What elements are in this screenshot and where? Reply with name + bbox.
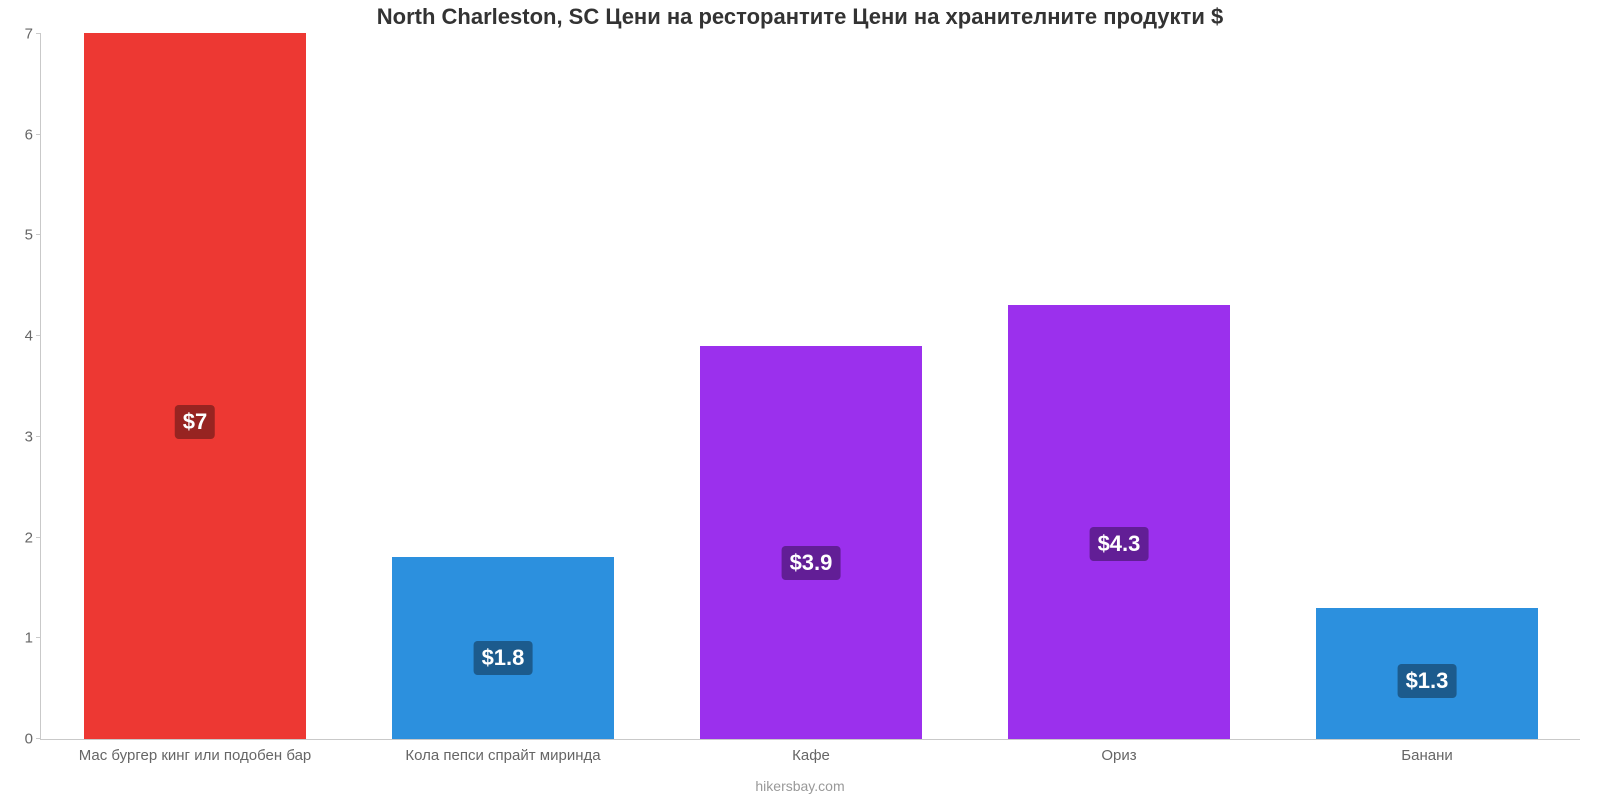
x-category-label: Банани [1401,739,1452,764]
price-bar-chart: North Charleston, SC Цени на ресторантит… [0,0,1600,800]
bar: $4.3 [1008,305,1230,739]
y-tick-mark [36,33,41,34]
y-tick-mark [36,537,41,538]
y-tick-mark [36,134,41,135]
y-tick-label: 4 [25,328,41,345]
y-tick-mark [36,335,41,336]
bar-value-label: $4.3 [1090,527,1149,561]
bar: $1.3 [1316,608,1538,739]
y-tick-label: 0 [25,731,41,748]
x-category-label: Ориз [1101,739,1136,764]
bar: $3.9 [700,346,922,739]
bar: $7 [84,33,306,739]
x-category-label: Кола пепси спрайт миринда [405,739,600,764]
y-tick-label: 5 [25,227,41,244]
y-tick-label: 2 [25,529,41,546]
bar-value-label: $1.8 [474,641,533,675]
y-tick-mark [36,234,41,235]
y-tick-label: 1 [25,630,41,647]
bar-value-label: $1.3 [1398,664,1457,698]
chart-title: North Charleston, SC Цени на ресторантит… [0,4,1600,30]
x-category-label: Мас бургер кинг или подобен бар [79,739,312,764]
plot-area: 01234567$7Мас бургер кинг или подобен ба… [40,34,1580,740]
bar-value-label: $7 [175,405,215,439]
y-tick-label: 7 [25,26,41,43]
y-tick-mark [36,637,41,638]
chart-credit: hikersbay.com [0,778,1600,794]
y-tick-mark [36,436,41,437]
bar: $1.8 [392,557,614,739]
bar-value-label: $3.9 [782,546,841,580]
y-tick-label: 3 [25,428,41,445]
x-category-label: Кафе [792,739,830,764]
y-tick-mark [36,738,41,739]
y-tick-label: 6 [25,126,41,143]
